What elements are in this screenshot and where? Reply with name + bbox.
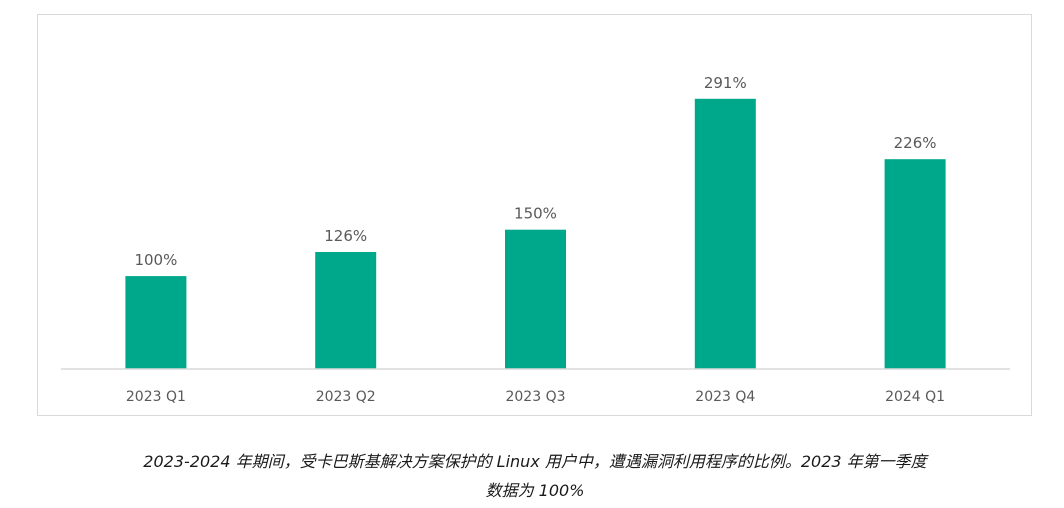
- bar-2023-q1: [125, 276, 187, 369]
- data-label-2023-q3: 150%: [514, 205, 557, 223]
- data-label-2023-q4: 291%: [704, 74, 747, 92]
- x-tick-label-2024-q1: 2024 Q1: [885, 389, 945, 405]
- data-label-2024-q1: 226%: [894, 134, 937, 152]
- data-label-2023-q1: 100%: [134, 251, 177, 269]
- chart-caption-line-2: 数据为 100%: [485, 481, 585, 500]
- bar-2023-q2: [315, 252, 377, 369]
- x-tick-label-2023-q3: 2023 Q3: [505, 389, 565, 405]
- bars-layer: [125, 98, 946, 370]
- x-tick-label-2023-q1: 2023 Q1: [126, 389, 186, 405]
- bar-chart: 100% 2023 Q1 126% 2023 Q2 150% 2023 Q3 291% 202…: [61, 74, 1010, 405]
- bar-2024-q1: [884, 159, 946, 369]
- chart-frame: 100% 2023 Q1 126% 2023 Q2 150% 2023 Q3 291% 202…: [37, 14, 1032, 416]
- bar-2023-q3: [505, 229, 566, 369]
- labels-layer: 100% 2023 Q1 126% 2023 Q2 150% 2023 Q3 291% 202…: [126, 74, 945, 405]
- bar-2023-q4: [694, 98, 756, 370]
- data-label-2023-q2: 126%: [324, 227, 367, 245]
- chart-caption-line-1: 2023-2024 年期间，受卡巴斯基解决方案保护的 Linux 用户中，遭遇漏…: [143, 452, 927, 471]
- x-tick-label-2023-q2: 2023 Q2: [316, 389, 376, 405]
- x-tick-label-2023-q4: 2023 Q4: [695, 389, 755, 405]
